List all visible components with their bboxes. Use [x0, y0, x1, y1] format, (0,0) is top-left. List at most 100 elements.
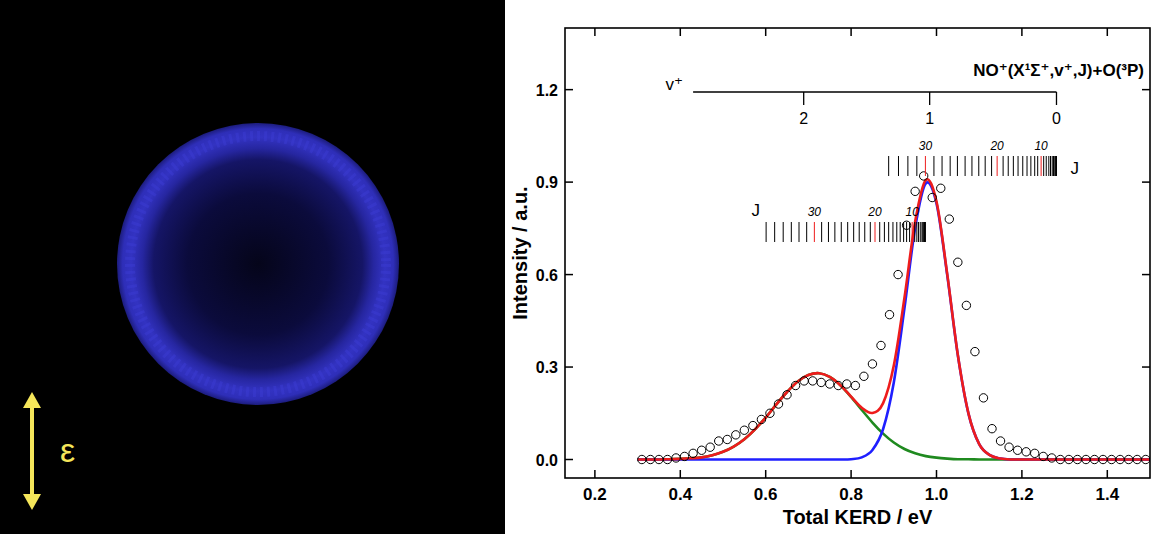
data-point [774, 400, 782, 408]
image-ring-texture [130, 136, 386, 392]
rotational-level [916, 156, 917, 176]
data-point [697, 446, 705, 454]
rotational-level [774, 222, 775, 242]
x-tick [850, 470, 852, 478]
data-point [954, 258, 962, 266]
rotational-label: 10 [905, 205, 919, 219]
rotational-level [900, 222, 901, 242]
fit-curve [638, 179, 1150, 459]
data-point [826, 380, 834, 388]
rotational-level [1013, 156, 1014, 176]
rotational-level [950, 156, 951, 176]
image-background [0, 0, 505, 534]
rotational-level [814, 222, 815, 242]
rotational-level [884, 222, 885, 242]
y-tick [565, 89, 573, 91]
data-point [1073, 455, 1081, 463]
y-axis-title: Intensity / a.u. [509, 186, 531, 319]
fit-curve [638, 182, 1150, 459]
data-point [1005, 443, 1013, 451]
y-tick-label: 1.2 [536, 82, 558, 99]
rotational-level [766, 222, 767, 242]
data-point [868, 360, 876, 368]
rotational-level [864, 222, 865, 242]
rotational-level [920, 222, 921, 242]
data-point [1099, 455, 1107, 463]
rotational-level [1022, 156, 1023, 176]
rotational-level [799, 222, 800, 242]
assignment-title: NO⁺(X¹Σ⁺,v⁺,J)+O(³P) [973, 61, 1144, 80]
rotational-level [1030, 156, 1031, 176]
data-point [843, 380, 851, 388]
data-point [919, 172, 927, 180]
y-tick-right [1142, 274, 1150, 276]
rotational-level [1055, 156, 1056, 176]
data-point [1031, 449, 1039, 457]
x-tick-top [680, 28, 682, 36]
x-tick-top [936, 28, 938, 36]
plot-frame [565, 28, 1150, 478]
rotational-level [991, 156, 992, 176]
rotational-level [978, 156, 979, 176]
rotational-level [933, 156, 934, 176]
rotational-level [918, 222, 919, 242]
data-point [715, 437, 723, 445]
y-tick [565, 366, 573, 368]
data-point [740, 426, 748, 434]
x-tick-label: 0.4 [668, 485, 692, 504]
data-point [1116, 455, 1124, 463]
rotational-level [859, 222, 860, 242]
rotational-level [912, 222, 913, 242]
rotational-level [892, 222, 893, 242]
data-point [766, 409, 774, 417]
data-point [757, 415, 765, 423]
x-tick-top [1021, 28, 1023, 36]
image-panel: ε [0, 0, 505, 534]
data-point [1124, 455, 1132, 463]
rotational-level [1052, 156, 1053, 176]
rotational-level [834, 222, 835, 242]
rotational-level [791, 222, 792, 242]
data-point [706, 443, 714, 451]
chart: 0.20.40.60.81.01.21.40.00.30.60.91.2Tota… [509, 28, 1150, 528]
data-point [1082, 455, 1090, 463]
rotational-level [1027, 156, 1028, 176]
data-point [971, 347, 979, 355]
x-tick-top [594, 28, 596, 36]
data-point [1107, 455, 1115, 463]
rotational-level [847, 222, 848, 242]
rotational-level [1018, 156, 1019, 176]
data-point [945, 215, 953, 223]
data-point [877, 341, 885, 349]
rotational-level [906, 222, 907, 242]
rotational-level [916, 222, 917, 242]
data-point [680, 452, 688, 460]
data-point [749, 421, 757, 429]
data-point [672, 454, 680, 462]
data-point [1039, 452, 1047, 460]
data-point [663, 455, 671, 463]
data-point [979, 394, 987, 402]
rotational-level [1041, 156, 1042, 176]
rotational-level [1043, 156, 1044, 176]
rotational-level [888, 222, 889, 242]
y-tick-label: 0.3 [536, 359, 558, 376]
data-point [1022, 448, 1030, 456]
rotational-label: 30 [919, 139, 933, 153]
v-scale-tick [929, 92, 930, 105]
rotational-label: 20 [867, 205, 882, 219]
y-tick-right [1142, 181, 1150, 183]
v-scale-tick [1056, 92, 1057, 105]
v-scale-tick-label: 1 [925, 110, 934, 127]
data-point [834, 381, 842, 389]
v-scale-tick [803, 92, 804, 105]
data-point [791, 381, 799, 389]
data-point [1056, 455, 1064, 463]
x-tick-label: 1.0 [925, 485, 949, 504]
x-tick [1021, 470, 1023, 478]
ladder-label: J [752, 201, 761, 220]
polarization-arrow [30, 402, 34, 500]
data-point [860, 372, 868, 380]
y-tick-right [1142, 366, 1150, 368]
rotational-level [821, 222, 822, 242]
